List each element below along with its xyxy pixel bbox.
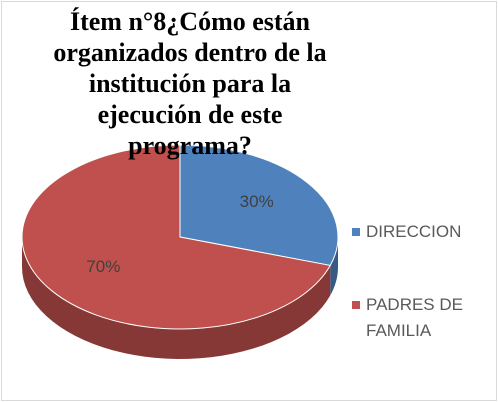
data-label: 70% bbox=[86, 257, 120, 276]
slice bbox=[179, 144, 339, 266]
legend-swatch bbox=[352, 228, 360, 236]
slice-side bbox=[22, 237, 331, 359]
legend-label: PADRES DE FAMILIA bbox=[366, 295, 463, 340]
chart-title: Ítem n°8¿Cómo están organizados dentro d… bbox=[53, 7, 327, 160]
legend-swatch bbox=[352, 301, 360, 309]
slice bbox=[21, 144, 332, 330]
legend-label: DIRECCION bbox=[366, 222, 462, 241]
data-label: 30% bbox=[240, 192, 274, 211]
